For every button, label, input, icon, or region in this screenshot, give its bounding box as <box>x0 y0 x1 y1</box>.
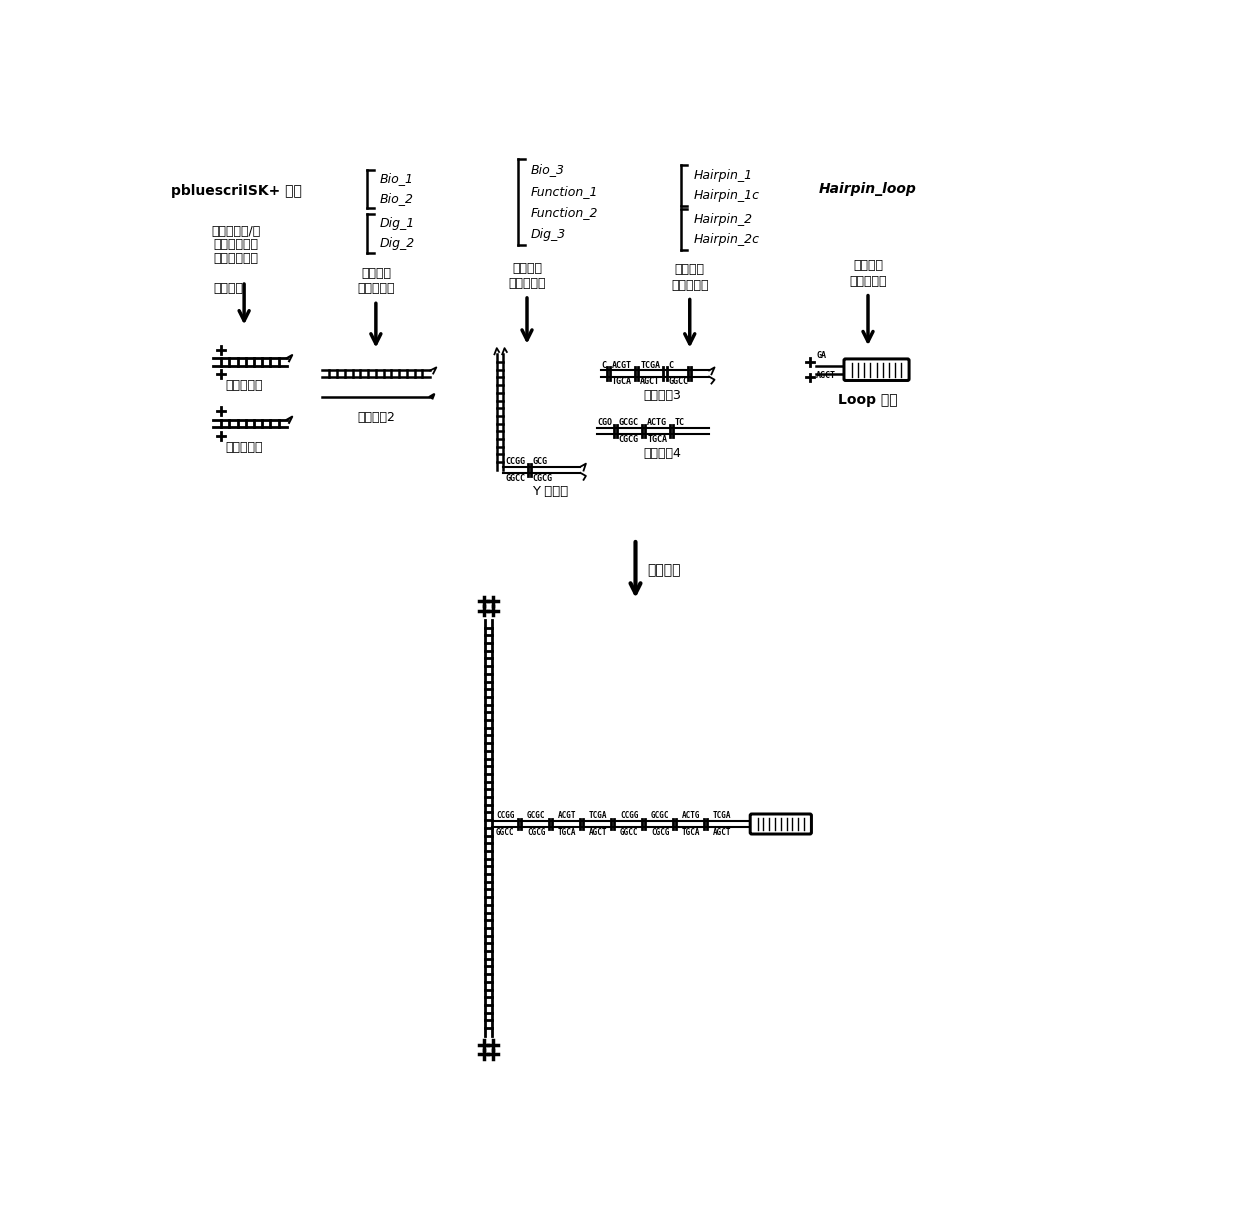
Text: TGCA: TGCA <box>682 828 701 837</box>
Text: CGCG: CGCG <box>651 828 670 837</box>
Text: 退火反应: 退火反应 <box>361 267 391 279</box>
Text: TGCA: TGCA <box>611 377 631 387</box>
Text: GCGC: GCGC <box>619 418 639 427</box>
Text: Function_2: Function_2 <box>531 206 599 220</box>
FancyBboxPatch shape <box>844 359 909 381</box>
Text: GCG: GCG <box>532 458 547 466</box>
Text: TCGA: TCGA <box>713 811 732 820</box>
Text: Dig_3: Dig_3 <box>531 228 567 240</box>
Text: C: C <box>601 361 606 370</box>
Text: 地尚辛把手: 地尚辛把手 <box>226 440 263 454</box>
Text: Loop 结构: Loop 结构 <box>838 393 898 406</box>
Text: 磷酸化反应: 磷酸化反应 <box>508 277 546 290</box>
Text: C: C <box>668 361 673 370</box>
Text: GGCC: GGCC <box>620 828 639 837</box>
Text: 尚辛修饰的聚: 尚辛修饰的聚 <box>213 238 259 251</box>
Text: 退火反应: 退火反应 <box>675 264 704 276</box>
Text: ACTG: ACTG <box>682 811 701 820</box>
Text: ACTG: ACTG <box>647 418 667 427</box>
Text: TGCA: TGCA <box>558 828 577 837</box>
Text: 合酶链式反应: 合酶链式反应 <box>213 253 259 265</box>
Text: AGCT: AGCT <box>713 828 732 837</box>
Text: Hairpin_loop: Hairpin_loop <box>820 182 916 195</box>
Text: TC: TC <box>675 418 684 427</box>
Text: TCGA: TCGA <box>640 361 660 370</box>
Text: GCGC: GCGC <box>651 811 670 820</box>
Text: TGCA: TGCA <box>647 436 667 444</box>
Text: CGCG: CGCG <box>619 436 639 444</box>
Text: Hairpin_2: Hairpin_2 <box>693 214 753 226</box>
Text: 酶切反应: 酶切反应 <box>213 282 243 295</box>
FancyBboxPatch shape <box>750 814 811 834</box>
Text: CGCG: CGCG <box>527 828 546 837</box>
Text: GA: GA <box>816 351 826 360</box>
Text: Dig_1: Dig_1 <box>379 217 415 229</box>
Text: Hairpin_1c: Hairpin_1c <box>693 189 760 203</box>
Text: ACGT: ACGT <box>611 361 631 370</box>
Text: Y 字结构: Y 字结构 <box>532 486 568 498</box>
Text: 磷酸化反应: 磷酸化反应 <box>357 282 394 295</box>
Text: 核酸片叵2: 核酸片叵2 <box>357 410 394 423</box>
Text: 生物素把手: 生物素把手 <box>226 379 263 392</box>
Text: CCGG: CCGG <box>506 458 526 466</box>
Text: Dig_2: Dig_2 <box>379 237 415 250</box>
Text: 生物素修饰/地: 生物素修饰/地 <box>212 224 260 238</box>
Text: GGCC: GGCC <box>506 473 526 483</box>
Text: GCGC: GCGC <box>527 811 546 820</box>
Text: CGCG: CGCG <box>532 473 553 483</box>
Text: 核酸片叵4: 核酸片叵4 <box>644 447 682 460</box>
Text: Function_1: Function_1 <box>531 184 599 198</box>
Text: GGCC: GGCC <box>496 828 515 837</box>
Text: 核酸片叵3: 核酸片叵3 <box>644 389 682 401</box>
Text: AGCT: AGCT <box>816 371 836 381</box>
Text: 连接反应: 连接反应 <box>647 562 681 577</box>
Text: CCGG: CCGG <box>620 811 639 820</box>
Text: AGCT: AGCT <box>589 828 608 837</box>
Text: Hairpin_2c: Hairpin_2c <box>693 233 760 246</box>
Text: 磷酸化反应: 磷酸化反应 <box>849 274 887 288</box>
Text: CGO: CGO <box>598 418 613 427</box>
Text: AGCT: AGCT <box>640 377 660 387</box>
Text: GGCC: GGCC <box>668 377 688 387</box>
Text: Bio_2: Bio_2 <box>379 193 414 205</box>
Text: TCGA: TCGA <box>589 811 608 820</box>
Text: ACGT: ACGT <box>558 811 577 820</box>
Text: 退火反应: 退火反应 <box>853 260 883 272</box>
Text: CCGG: CCGG <box>496 811 515 820</box>
Text: Bio_1: Bio_1 <box>379 172 414 185</box>
Text: Hairpin_1: Hairpin_1 <box>693 170 753 182</box>
Text: 退火反应: 退火反应 <box>512 261 542 274</box>
Text: pbluescriISK+ 质粒: pbluescriISK+ 质粒 <box>171 184 301 198</box>
Text: 磷酸化反应: 磷酸化反应 <box>671 278 708 292</box>
Text: Bio_3: Bio_3 <box>531 163 565 176</box>
